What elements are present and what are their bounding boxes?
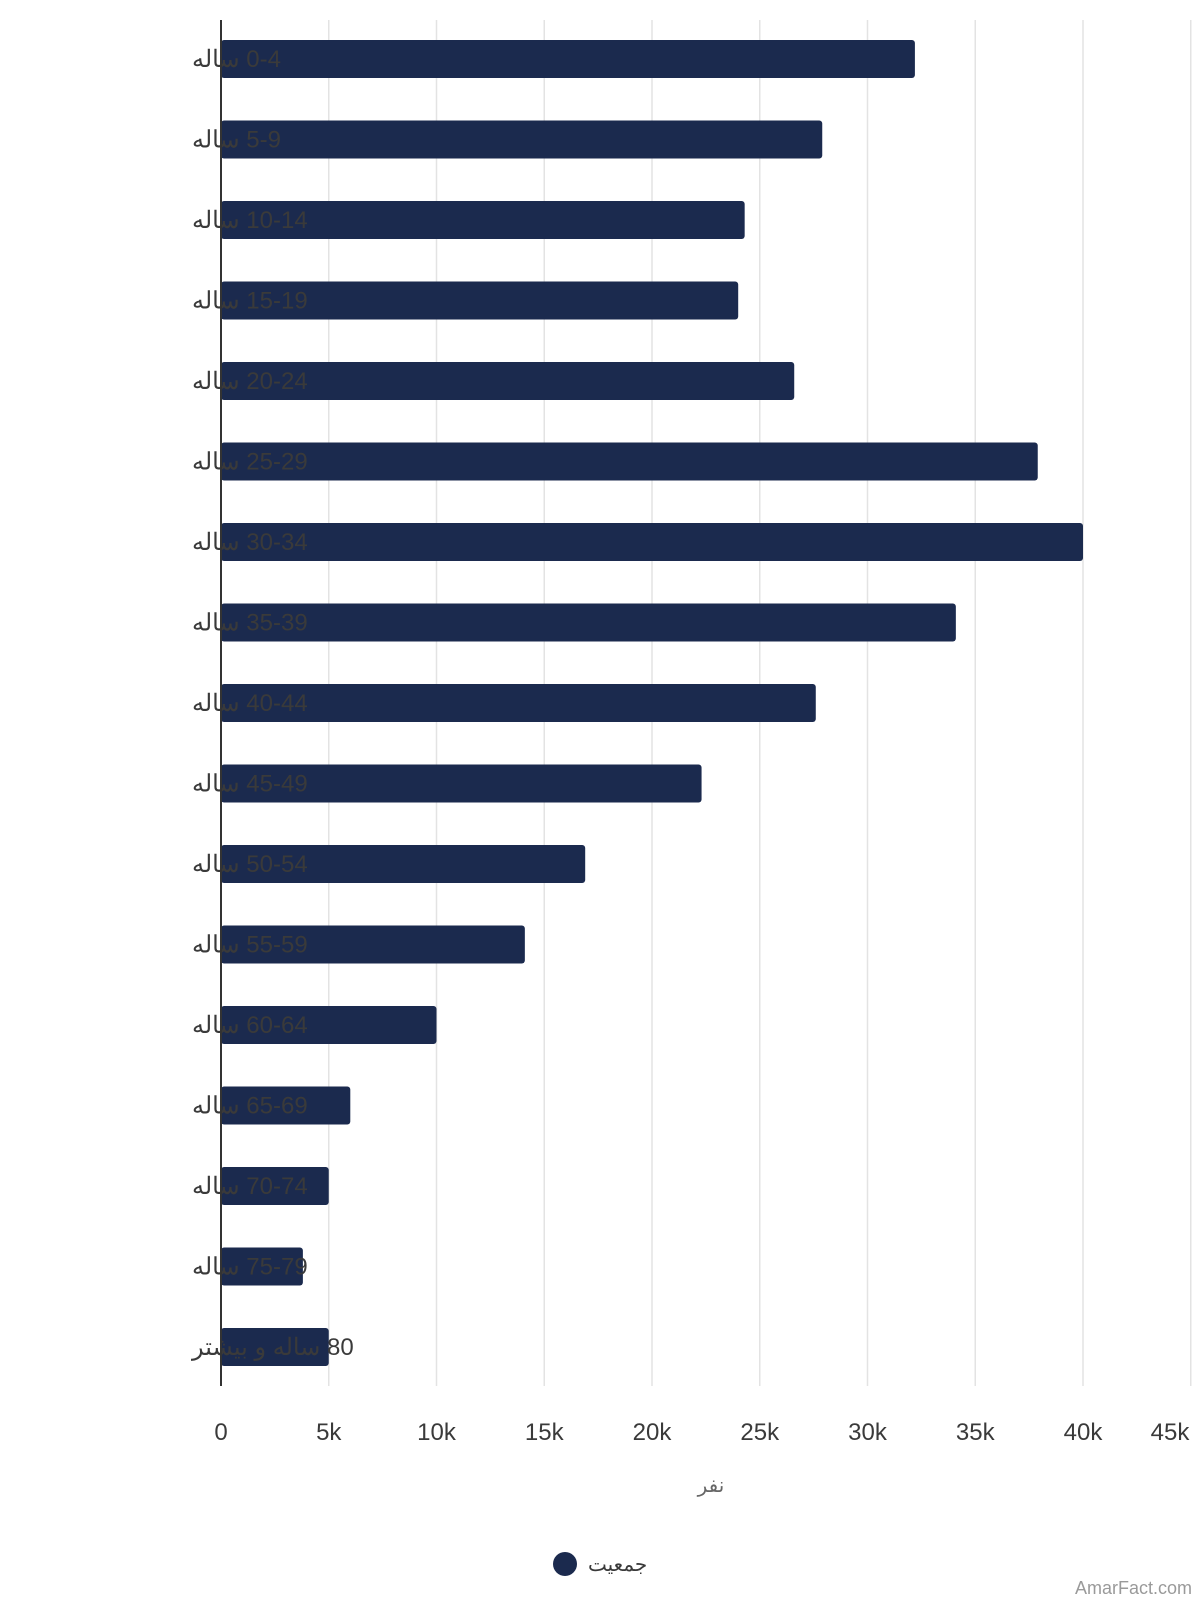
bar[interactable] <box>221 362 795 400</box>
x-axis-title: نفر <box>697 1475 725 1497</box>
bar[interactable] <box>221 845 586 883</box>
x-tick-label: 10k <box>417 1419 457 1446</box>
category-labels: 0-4 ساله 5-9 ساله 10-14 ساله 15-19 ساله 20-2… <box>191 46 354 1361</box>
x-tick-label: 15k <box>525 1419 565 1446</box>
bar[interactable] <box>221 764 702 803</box>
bar[interactable] <box>221 1247 303 1286</box>
bar[interactable] <box>221 1006 437 1044</box>
category-label: 35-39 ساله <box>192 610 308 637</box>
category-label: 30-34 ساله <box>192 529 308 556</box>
category-label: 15-19 ساله <box>192 288 308 315</box>
bar[interactable] <box>221 442 1038 481</box>
bar[interactable] <box>221 281 739 320</box>
category-label: 70-74 ساله <box>192 1173 308 1200</box>
category-label: 5-9 ساله <box>192 127 281 154</box>
x-tick-label: 20k <box>633 1419 673 1446</box>
bar[interactable] <box>221 603 956 642</box>
bar[interactable] <box>221 120 823 159</box>
x-tick-label: 25k <box>740 1419 780 1446</box>
bars <box>221 40 1083 1366</box>
bar[interactable] <box>221 40 915 78</box>
bar[interactable] <box>221 1167 329 1205</box>
x-tick-label: 40k <box>1064 1419 1104 1446</box>
bar[interactable] <box>221 1086 351 1125</box>
legend-label: جمعیت <box>588 1554 647 1576</box>
bar[interactable] <box>221 684 816 722</box>
x-tick-label: 5k <box>316 1419 342 1446</box>
x-tick-label: 35k <box>956 1419 996 1446</box>
category-label: 65-69 ساله <box>192 1093 308 1120</box>
bar[interactable] <box>221 201 745 239</box>
watermark-text: AmarFact.com <box>1075 1578 1192 1598</box>
category-label: 10-14 ساله <box>192 207 308 234</box>
legend-marker-icon <box>553 1552 577 1576</box>
category-label: 45-49 ساله <box>192 771 308 798</box>
category-label: 0-4 ساله <box>192 46 281 73</box>
x-tick-label: 0 <box>214 1419 227 1446</box>
x-tick-label: 45k <box>1151 1419 1191 1446</box>
bar[interactable] <box>221 523 1083 561</box>
category-label: 75-79 ساله <box>192 1254 308 1281</box>
category-label: 40-44 ساله <box>192 690 308 717</box>
category-label: 60-64 ساله <box>192 1012 308 1039</box>
legend[interactable]: جمعیت <box>553 1552 647 1576</box>
category-label: 20-24 ساله <box>192 368 308 395</box>
x-tick-label: 30k <box>848 1419 888 1446</box>
bar[interactable] <box>221 1328 329 1366</box>
category-label: 55-59 ساله <box>192 932 308 959</box>
bar[interactable] <box>221 925 525 964</box>
category-label: 25-29 ساله <box>192 449 308 476</box>
x-tick-labels: 0 5k 10k 15k 20k 25k 30k 35k 40k 45k <box>214 1419 1190 1446</box>
category-label: 80 ساله و بیشتر <box>191 1334 354 1361</box>
category-label: 50-54 ساله <box>192 851 308 878</box>
